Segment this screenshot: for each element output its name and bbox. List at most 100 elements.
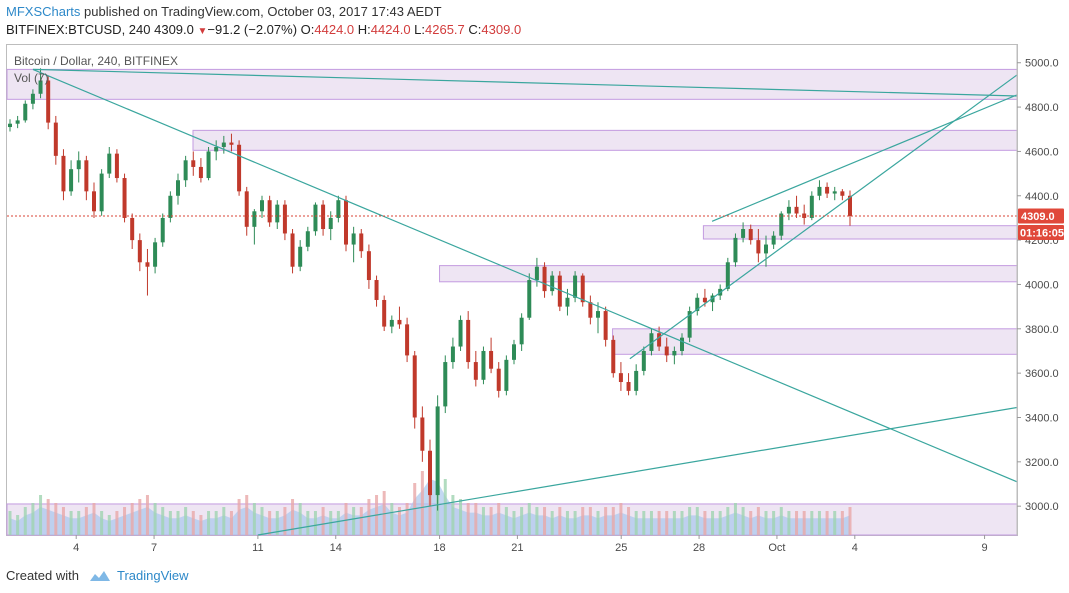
time-tick-label: 4	[73, 542, 79, 554]
candle-body	[382, 299, 387, 327]
volume-bar	[222, 507, 226, 535]
candle-body	[764, 244, 768, 254]
candle-body	[473, 362, 478, 380]
volume-bar	[275, 511, 279, 535]
price-tick-label: 4000.0	[1025, 279, 1059, 291]
footer: Created with TradingView	[6, 568, 189, 583]
volume-bar	[550, 511, 554, 535]
volume-bar	[573, 511, 577, 535]
candle-body	[672, 350, 677, 356]
candle-body	[168, 195, 173, 218]
volume-bar	[649, 511, 653, 535]
volume-bar	[711, 511, 715, 535]
candle-body	[38, 80, 43, 94]
candle-body	[458, 319, 463, 347]
price-tick-label: 3200.0	[1025, 457, 1059, 469]
candle-body	[702, 297, 707, 303]
candle-body	[397, 319, 402, 325]
candle-body	[748, 229, 753, 241]
candle-body	[450, 346, 455, 363]
high-value: 4424.0	[370, 22, 411, 37]
candle-body	[344, 200, 348, 245]
candle-body	[466, 319, 471, 363]
candle-body	[825, 186, 830, 194]
candle-body	[30, 93, 35, 104]
last-price-tag: 4309.0	[1018, 208, 1064, 224]
candle-body	[489, 350, 494, 369]
candle-body	[687, 311, 692, 338]
candle-body	[603, 311, 608, 340]
author-link[interactable]: MFXSCharts	[6, 4, 81, 19]
publish-header: MFXSCharts published on TradingView.com,…	[6, 3, 442, 20]
volume-bar	[153, 503, 157, 535]
volume-bar	[543, 507, 547, 535]
volume-bar	[214, 511, 218, 535]
candle-body	[695, 297, 700, 312]
volume-bar	[54, 503, 58, 535]
candle-body	[496, 368, 501, 391]
volume-bar	[344, 503, 348, 535]
candle-body	[221, 142, 226, 147]
candle-body	[260, 200, 264, 212]
volume-bar	[145, 495, 149, 535]
candle-body	[191, 160, 196, 167]
volume-bar	[718, 511, 722, 535]
candle-body	[351, 233, 356, 245]
volume-bar	[46, 499, 50, 535]
candle-body	[275, 204, 280, 223]
volume-bar	[115, 511, 119, 535]
low-label: L:	[414, 22, 426, 37]
candle-body	[84, 160, 89, 192]
volume-bar	[306, 511, 310, 535]
volume-bar	[558, 507, 562, 535]
volume-bar	[756, 507, 760, 535]
volume-bar	[802, 511, 806, 535]
resistance-support-zones	[6, 68, 1018, 536]
volume-bar	[787, 511, 791, 535]
candle-body	[214, 146, 219, 152]
volume-bar	[512, 511, 516, 535]
price-zone	[612, 328, 1018, 355]
candle-body	[756, 240, 761, 254]
volume-bar	[825, 511, 829, 535]
close-value: 4309.0	[481, 22, 522, 37]
volume-bar	[619, 503, 623, 535]
price-tick-label: 3400.0	[1025, 412, 1059, 424]
candle-body	[596, 311, 600, 318]
candle-body	[794, 206, 799, 214]
candle-body	[252, 211, 257, 227]
volume-bar	[443, 479, 447, 535]
candle-body	[771, 235, 776, 245]
volume-bar	[451, 495, 455, 535]
candle-body	[634, 370, 639, 391]
candle-body	[618, 373, 623, 383]
volume-bar	[336, 511, 340, 535]
volume-bar	[795, 511, 799, 535]
volume-bar	[298, 503, 302, 535]
volume-bar	[100, 511, 104, 535]
candle-body	[15, 120, 20, 124]
time-tick-label: 18	[433, 542, 445, 554]
trendline	[711, 94, 1018, 222]
candle-body	[237, 144, 242, 192]
last-price: 4309.0	[154, 22, 194, 37]
volume-bar	[764, 511, 768, 535]
high-label: H:	[357, 22, 371, 37]
candle-body	[267, 200, 272, 223]
candle-body	[53, 122, 58, 156]
volume-bar	[268, 511, 272, 535]
time-tick-label: 11	[252, 542, 263, 554]
volume-bar	[23, 507, 27, 535]
volume-bar	[779, 507, 783, 535]
candle-body	[130, 217, 135, 241]
price-axis: 3000.03200.03400.03600.03800.04000.04200…	[1016, 45, 1059, 535]
tradingview-brand-link[interactable]: TradingView	[116, 568, 189, 583]
volume-bar	[107, 515, 111, 535]
volume-bar	[84, 507, 88, 535]
volume-bar	[672, 511, 676, 535]
volume-bar	[130, 503, 134, 535]
candle-body	[412, 355, 417, 418]
volume-bar	[8, 511, 12, 535]
candle-body	[512, 344, 516, 360]
